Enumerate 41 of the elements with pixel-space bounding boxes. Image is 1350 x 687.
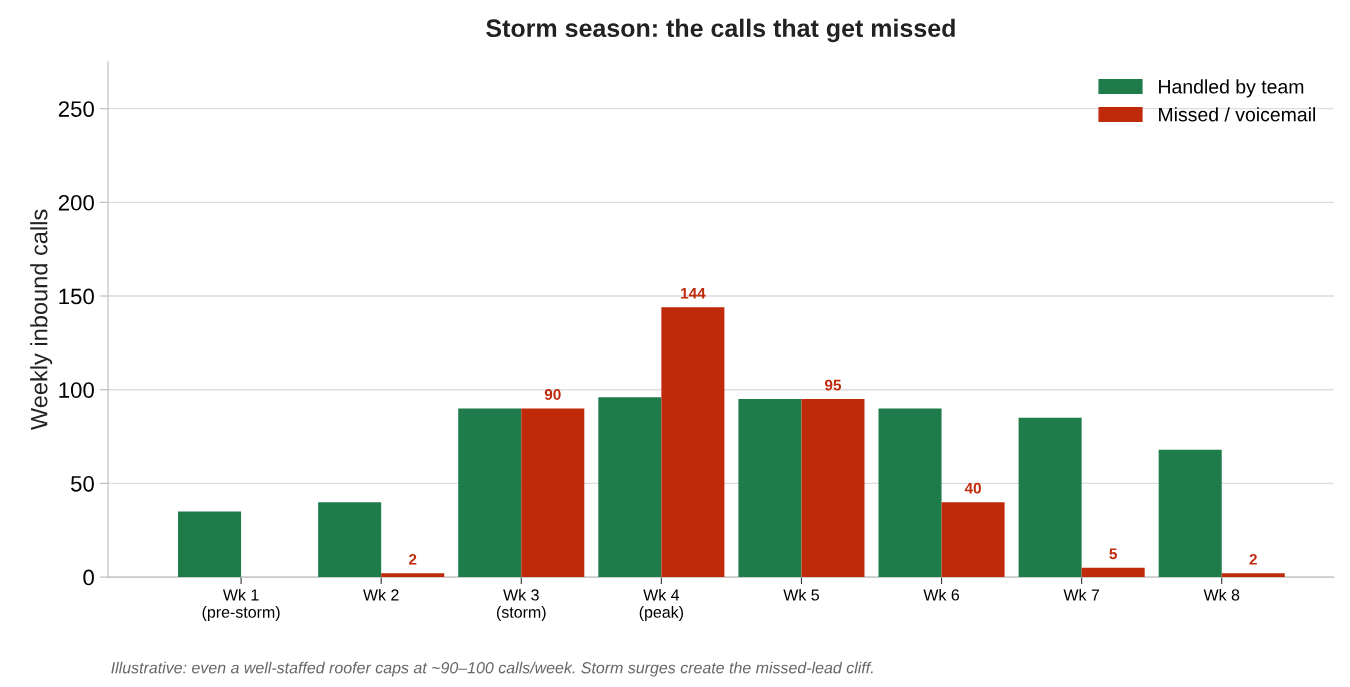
bar (801, 399, 865, 578)
bar (1221, 573, 1285, 578)
data-label: 2 (1249, 553, 1257, 565)
bar (1018, 417, 1082, 578)
bar (1081, 567, 1145, 578)
x-tick-label: Wk 2 (363, 588, 399, 601)
bar (381, 573, 445, 578)
x-tick-label: Wk 5 (783, 588, 819, 601)
legend-label: Handled by team (1159, 79, 1304, 98)
y-tick-label: 250 (58, 101, 94, 117)
y-tick-label: 50 (70, 475, 94, 492)
data-label: 40 (964, 482, 981, 494)
legend-label: Missed / voicemail (1159, 107, 1316, 122)
chart-title: Storm season: the calls that get missed (486, 18, 955, 43)
bar (878, 408, 942, 578)
y-tick-label: 0 (83, 569, 94, 586)
data-label: 144 (681, 288, 706, 299)
bar (1158, 449, 1222, 578)
bar (521, 408, 585, 578)
x-tick-label: Wk 6 (923, 588, 960, 601)
bar (661, 307, 725, 578)
bar (738, 399, 802, 578)
bar (941, 502, 1005, 578)
y-axis-title: Weekly inbound calls (30, 209, 53, 431)
bar (458, 408, 522, 578)
text: Illustrative: even a well-staffed roofer caps at ~90–100 calls/week. Storm surges create the missed-lead cliff. (111, 661, 873, 677)
data-label: 2 (408, 553, 417, 565)
y-tick-label: 100 (59, 382, 94, 398)
bar (318, 502, 382, 578)
x-tick-label: Wk 4 (peak) (639, 588, 684, 621)
data-label: 90 (544, 389, 561, 400)
x-tick-label: Wk 1 (pre-storm) (202, 588, 280, 621)
data-label: 95 (825, 379, 842, 391)
x-tick-label: Wk 8 (1203, 588, 1240, 601)
y-tick-label: 150 (59, 288, 94, 305)
bar (598, 397, 662, 578)
x-tick-label: Wk 7 (1063, 588, 1100, 601)
bar (178, 511, 242, 578)
y-tick-label: 200 (58, 194, 94, 211)
data-label: 5 (1109, 548, 1117, 560)
x-tick-label: Wk 3 (storm) (496, 588, 546, 621)
